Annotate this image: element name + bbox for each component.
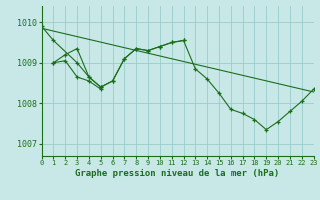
X-axis label: Graphe pression niveau de la mer (hPa): Graphe pression niveau de la mer (hPa) xyxy=(76,169,280,178)
